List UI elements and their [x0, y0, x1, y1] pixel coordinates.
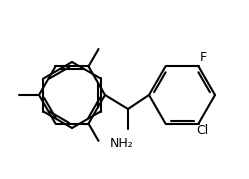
Text: NH₂: NH₂	[110, 137, 134, 150]
Text: F: F	[200, 51, 207, 64]
Text: Cl: Cl	[196, 124, 209, 137]
